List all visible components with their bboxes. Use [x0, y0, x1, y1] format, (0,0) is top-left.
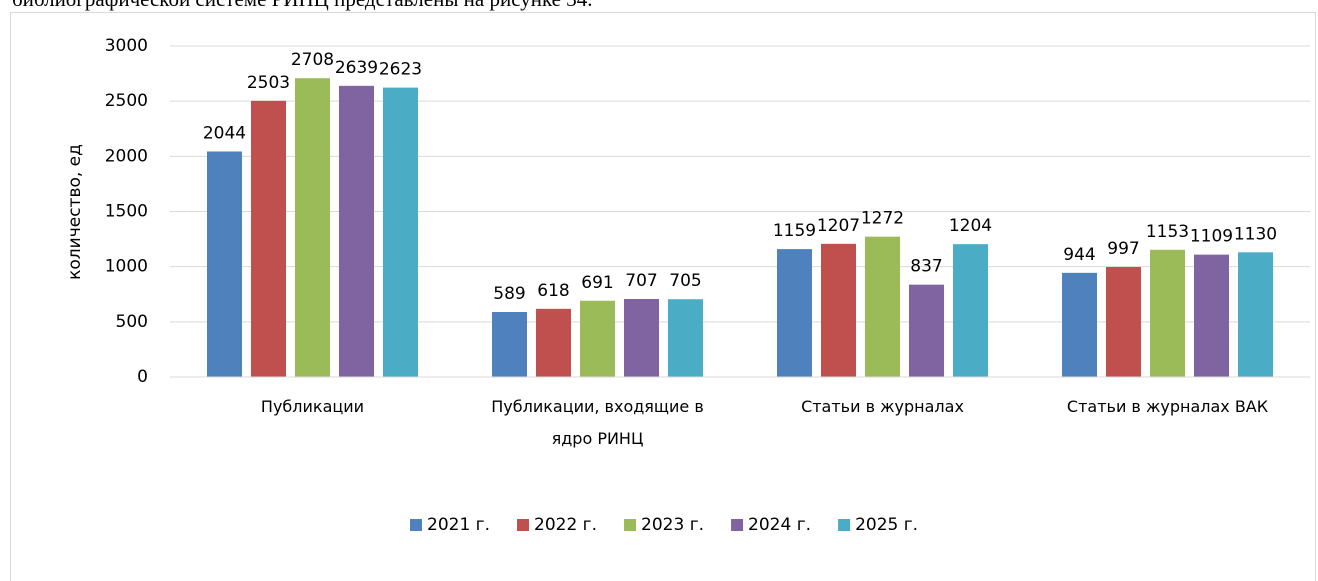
bar — [668, 299, 703, 377]
data-label: 1207 — [817, 216, 860, 236]
data-label: 2639 — [335, 58, 378, 78]
data-label: 1272 — [861, 209, 904, 229]
y-tick-label: 1500 — [105, 202, 148, 222]
data-label: 705 — [669, 271, 701, 291]
legend-swatch — [624, 519, 637, 531]
data-label: 2503 — [247, 73, 290, 93]
bar — [1062, 272, 1097, 377]
bar — [865, 236, 900, 377]
legend-label: 2025 г. — [855, 515, 918, 535]
y-tick-label: 500 — [116, 312, 148, 332]
bar — [339, 85, 374, 378]
y-tick-label: 0 — [137, 367, 148, 387]
data-label: 1109 — [1190, 227, 1233, 247]
legend-swatch — [517, 519, 530, 531]
bar — [580, 300, 615, 377]
legend-label: 2024 г. — [748, 515, 811, 535]
bar — [821, 243, 856, 377]
bar — [492, 312, 527, 377]
data-label: 589 — [493, 284, 525, 304]
bar — [536, 308, 571, 377]
bar — [383, 87, 418, 377]
bar — [1150, 249, 1185, 377]
bar — [909, 284, 944, 377]
x-tick-label: Публикации — [260, 397, 365, 416]
x-tick-label: Статьи в журналах — [801, 397, 964, 416]
legend-swatch — [410, 519, 422, 531]
data-label: 944 — [1063, 245, 1095, 265]
data-label: 2708 — [291, 50, 334, 70]
y-tick-label: 3000 — [105, 36, 148, 56]
bar — [1106, 266, 1141, 377]
data-label: 618 — [537, 281, 569, 301]
data-label: 691 — [581, 273, 613, 293]
y-axis-label: количество, ед — [65, 144, 85, 280]
y-tick-label: 2500 — [105, 91, 148, 111]
legend-label: 2021 г. — [427, 515, 490, 535]
data-label: 2623 — [379, 60, 422, 80]
x-tick-label: Публикации, входящие в ядро РИНЦ — [491, 397, 704, 448]
bar — [953, 244, 988, 377]
chart-frame — [10, 12, 1316, 581]
bar — [295, 78, 330, 377]
legend-swatch — [731, 519, 744, 531]
bar — [1194, 254, 1229, 377]
bar — [1238, 252, 1273, 377]
bar — [207, 151, 242, 377]
y-tick-label: 2000 — [105, 146, 148, 166]
data-label: 837 — [910, 257, 942, 277]
document-text: библиографической системе РИНЦ представл… — [12, 0, 593, 12]
legend-label: 2022 г. — [534, 515, 597, 535]
legend-swatch — [838, 519, 851, 531]
data-label: 1204 — [949, 216, 992, 236]
bar — [624, 298, 659, 377]
y-tick-label: 1000 — [105, 257, 148, 277]
x-tick-label: Статьи в журналах ВАК — [1066, 397, 1269, 416]
legend-label: 2023 г. — [641, 515, 704, 535]
bar — [777, 249, 812, 377]
bar — [251, 100, 286, 377]
data-label: 1130 — [1234, 224, 1277, 244]
data-label: 997 — [1107, 239, 1139, 259]
data-label: 707 — [625, 271, 657, 291]
data-label: 1153 — [1146, 222, 1189, 242]
data-label: 2044 — [203, 123, 246, 143]
data-label: 1159 — [773, 221, 816, 241]
